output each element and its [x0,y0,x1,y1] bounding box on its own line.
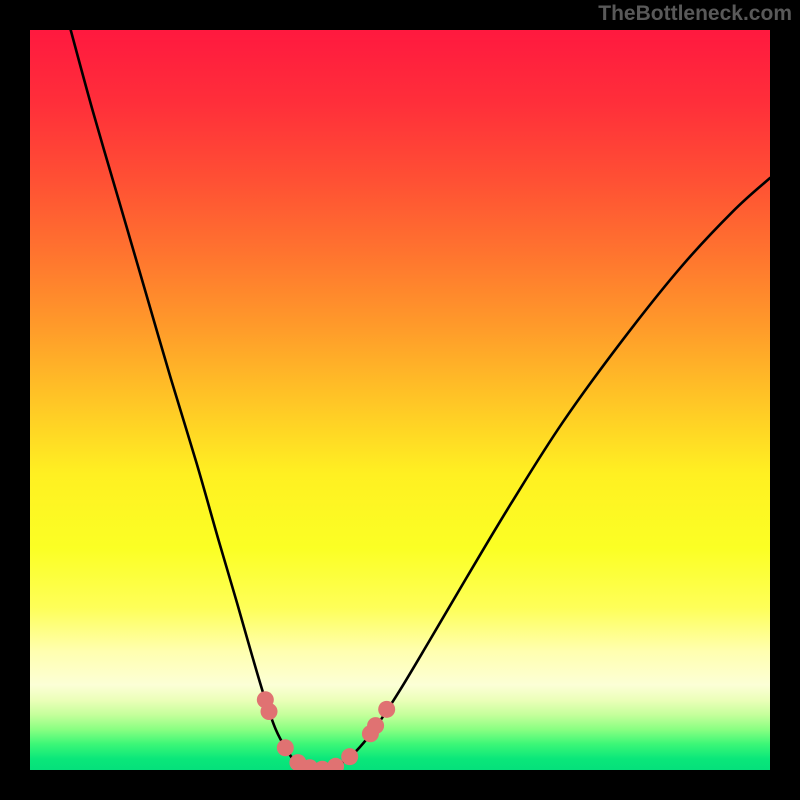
data-marker [277,739,294,756]
data-marker [378,701,395,718]
data-marker [327,758,344,770]
data-marker [367,717,384,734]
watermark-text: TheBottleneck.com [598,2,792,26]
bottleneck-curve [71,30,770,770]
plot-area [30,30,770,770]
data-marker [341,748,358,765]
outer-frame: TheBottleneck.com [0,0,800,800]
data-marker [261,703,278,720]
chart-svg [30,30,770,770]
